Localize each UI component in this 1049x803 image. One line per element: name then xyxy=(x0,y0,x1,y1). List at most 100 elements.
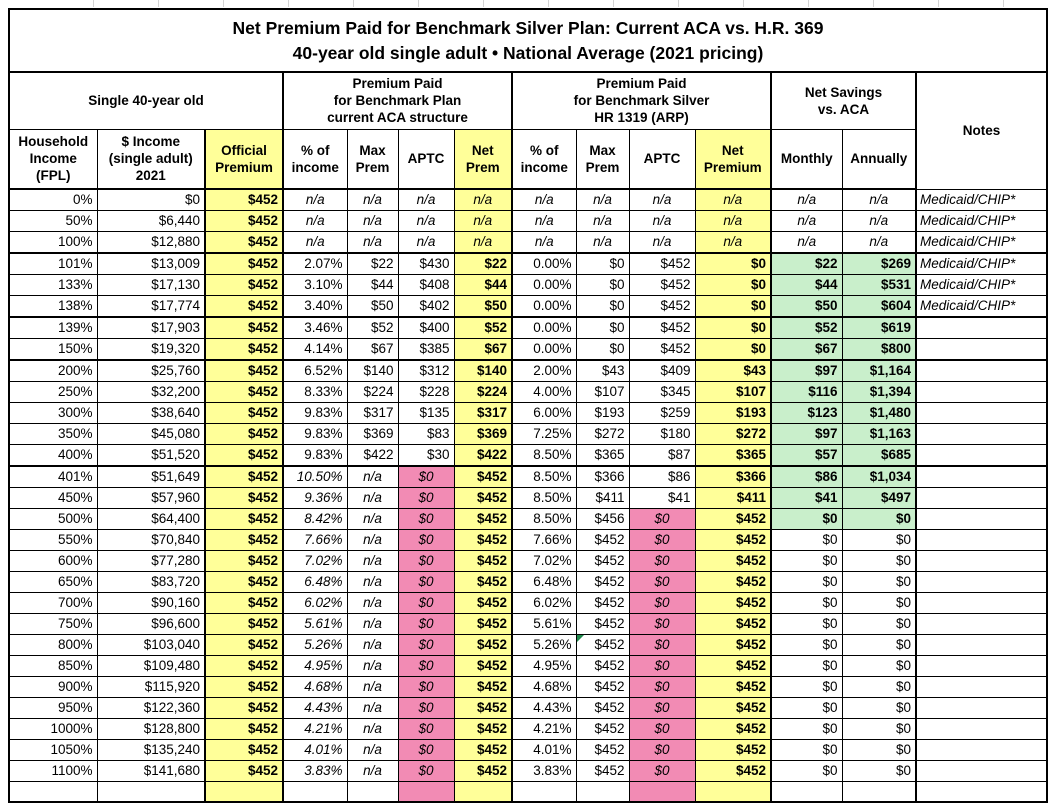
cell-aca-pct-income[interactable]: 2.07% xyxy=(282,252,348,275)
cell-official-premium[interactable]: $452 xyxy=(204,210,284,232)
cell-hr-aptc[interactable]: $0 xyxy=(628,739,696,761)
cell-savings-annually[interactable]: $1,394 xyxy=(841,381,917,403)
cell-aca-pct-income[interactable]: 4.14% xyxy=(282,338,348,361)
cell-notes[interactable] xyxy=(915,655,1048,677)
cell-fpl[interactable]: 950% xyxy=(8,697,98,719)
cell-hr-max-prem[interactable]: n/a xyxy=(575,210,630,232)
cell-income[interactable]: $96,600 xyxy=(96,613,206,635)
cell-notes[interactable] xyxy=(915,592,1048,614)
cell-income[interactable]: $25,760 xyxy=(96,359,206,382)
cell-hr-pct-income[interactable]: 4.95% xyxy=(511,655,577,677)
cell-savings-annually[interactable]: $0 xyxy=(841,634,917,656)
cell-hr-net-premium[interactable]: $452 xyxy=(694,739,772,761)
cell-official-premium[interactable]: $452 xyxy=(204,571,284,593)
cell-hr-net-premium[interactable]: $452 xyxy=(694,550,772,572)
cell-fpl[interactable]: 500% xyxy=(8,508,98,530)
cell-hr-net-premium[interactable]: $272 xyxy=(694,423,772,445)
cell-hr-net-premium[interactable]: $365 xyxy=(694,444,772,467)
cell-hr-max-prem[interactable]: $366 xyxy=(575,465,630,488)
cell-notes[interactable] xyxy=(915,697,1048,719)
cell-hr-net-premium[interactable]: $452 xyxy=(694,676,772,698)
cell-savings-monthly[interactable]: $86 xyxy=(770,465,843,488)
cell-aca-net-prem[interactable]: $44 xyxy=(453,274,513,296)
cell-income[interactable]: $90,160 xyxy=(96,592,206,614)
cell-aca-aptc[interactable]: $30 xyxy=(397,444,455,467)
column-header-notes[interactable]: Notes xyxy=(915,71,1048,190)
cell-income[interactable]: $109,480 xyxy=(96,655,206,677)
cell-savings-annually[interactable]: $0 xyxy=(841,760,917,782)
cell-savings-monthly[interactable]: $0 xyxy=(770,613,843,635)
cell-fpl[interactable]: 450% xyxy=(8,487,98,509)
cell-savings-annually[interactable]: $800 xyxy=(841,338,917,361)
cell-hr-net-premium[interactable]: $452 xyxy=(694,592,772,614)
cell-aca-net-prem[interactable]: $452 xyxy=(453,613,513,635)
cell-aca-aptc[interactable]: $400 xyxy=(397,316,455,339)
cell-aca-aptc[interactable]: $0 xyxy=(397,592,455,614)
cell-savings-annually[interactable]: $604 xyxy=(841,295,917,318)
cell-hr-net-premium[interactable]: $0 xyxy=(694,316,772,339)
cell-aca-net-prem[interactable]: $452 xyxy=(453,571,513,593)
cell-savings-monthly[interactable]: n/a xyxy=(770,231,843,254)
cell-income[interactable]: $12,880 xyxy=(96,231,206,254)
cell-aca-net-prem[interactable]: n/a xyxy=(453,210,513,232)
cell-hr-aptc[interactable]: n/a xyxy=(628,231,696,254)
cell-notes[interactable] xyxy=(915,760,1048,782)
column-header-aca-pct-income[interactable]: % of income xyxy=(282,128,348,190)
cell-hr-net-premium[interactable]: $0 xyxy=(694,295,772,318)
cell-savings-monthly[interactable]: n/a xyxy=(770,188,843,211)
cell-savings-monthly[interactable]: $41 xyxy=(770,487,843,509)
cell-hr-pct-income[interactable]: 0.00% xyxy=(511,295,577,318)
cell-savings-monthly[interactable]: $116 xyxy=(770,381,843,403)
cell-fpl[interactable]: 401% xyxy=(8,465,98,488)
cell-hr-pct-income[interactable]: 0.00% xyxy=(511,316,577,339)
cell-partial[interactable] xyxy=(511,780,577,803)
group-header-net-savings[interactable]: Net Savings vs. ACA xyxy=(770,71,917,130)
cell-hr-aptc[interactable]: $0 xyxy=(628,697,696,719)
cell-official-premium[interactable]: $452 xyxy=(204,316,284,339)
cell-income[interactable]: $128,800 xyxy=(96,718,206,740)
cell-aca-pct-income[interactable]: 4.95% xyxy=(282,655,348,677)
cell-fpl[interactable]: 200% xyxy=(8,359,98,382)
cell-notes[interactable] xyxy=(915,718,1048,740)
cell-aca-net-prem[interactable]: $67 xyxy=(453,338,513,361)
cell-partial[interactable] xyxy=(453,780,513,803)
cell-hr-net-premium[interactable]: $0 xyxy=(694,338,772,361)
cell-hr-net-premium[interactable]: $366 xyxy=(694,465,772,488)
cell-notes[interactable] xyxy=(915,338,1048,361)
cell-aca-net-prem[interactable]: $452 xyxy=(453,634,513,656)
cell-income[interactable]: $6,440 xyxy=(96,210,206,232)
group-header-aca[interactable]: Premium Paid for Benchmark Plan current … xyxy=(282,71,513,130)
cell-official-premium[interactable]: $452 xyxy=(204,444,284,467)
cell-fpl[interactable]: 850% xyxy=(8,655,98,677)
cell-aca-max-prem[interactable]: n/a xyxy=(346,655,399,677)
cell-official-premium[interactable]: $452 xyxy=(204,634,284,656)
cell-partial[interactable] xyxy=(575,780,630,803)
cell-savings-annually[interactable]: $0 xyxy=(841,697,917,719)
cell-fpl[interactable]: 1000% xyxy=(8,718,98,740)
cell-aca-aptc[interactable]: $0 xyxy=(397,508,455,530)
cell-official-premium[interactable]: $452 xyxy=(204,676,284,698)
cell-income[interactable]: $83,720 xyxy=(96,571,206,593)
cell-aca-pct-income[interactable]: 5.26% xyxy=(282,634,348,656)
cell-aca-pct-income[interactable]: 6.02% xyxy=(282,592,348,614)
cell-aca-aptc[interactable]: $385 xyxy=(397,338,455,361)
cell-fpl[interactable]: 50% xyxy=(8,210,98,232)
cell-hr-net-premium[interactable]: $452 xyxy=(694,508,772,530)
cell-income[interactable]: $115,920 xyxy=(96,676,206,698)
cell-hr-max-prem[interactable]: $43 xyxy=(575,359,630,382)
cell-aca-max-prem[interactable]: n/a xyxy=(346,210,399,232)
cell-aca-net-prem[interactable]: $452 xyxy=(453,697,513,719)
cell-fpl[interactable]: 700% xyxy=(8,592,98,614)
cell-aca-max-prem[interactable]: n/a xyxy=(346,697,399,719)
column-header-hr-net-premium[interactable]: Net Premium xyxy=(694,128,772,190)
cell-aca-aptc[interactable]: n/a xyxy=(397,231,455,254)
cell-savings-monthly[interactable]: $50 xyxy=(770,295,843,318)
cell-hr-aptc[interactable]: $0 xyxy=(628,760,696,782)
cell-savings-monthly[interactable]: $57 xyxy=(770,444,843,467)
cell-aca-aptc[interactable]: $0 xyxy=(397,529,455,551)
cell-income[interactable]: $38,640 xyxy=(96,402,206,424)
cell-savings-annually[interactable]: $0 xyxy=(841,739,917,761)
cell-notes[interactable]: Medicaid/CHIP* xyxy=(915,274,1048,296)
cell-aca-net-prem[interactable]: $452 xyxy=(453,718,513,740)
cell-hr-aptc[interactable]: $0 xyxy=(628,592,696,614)
